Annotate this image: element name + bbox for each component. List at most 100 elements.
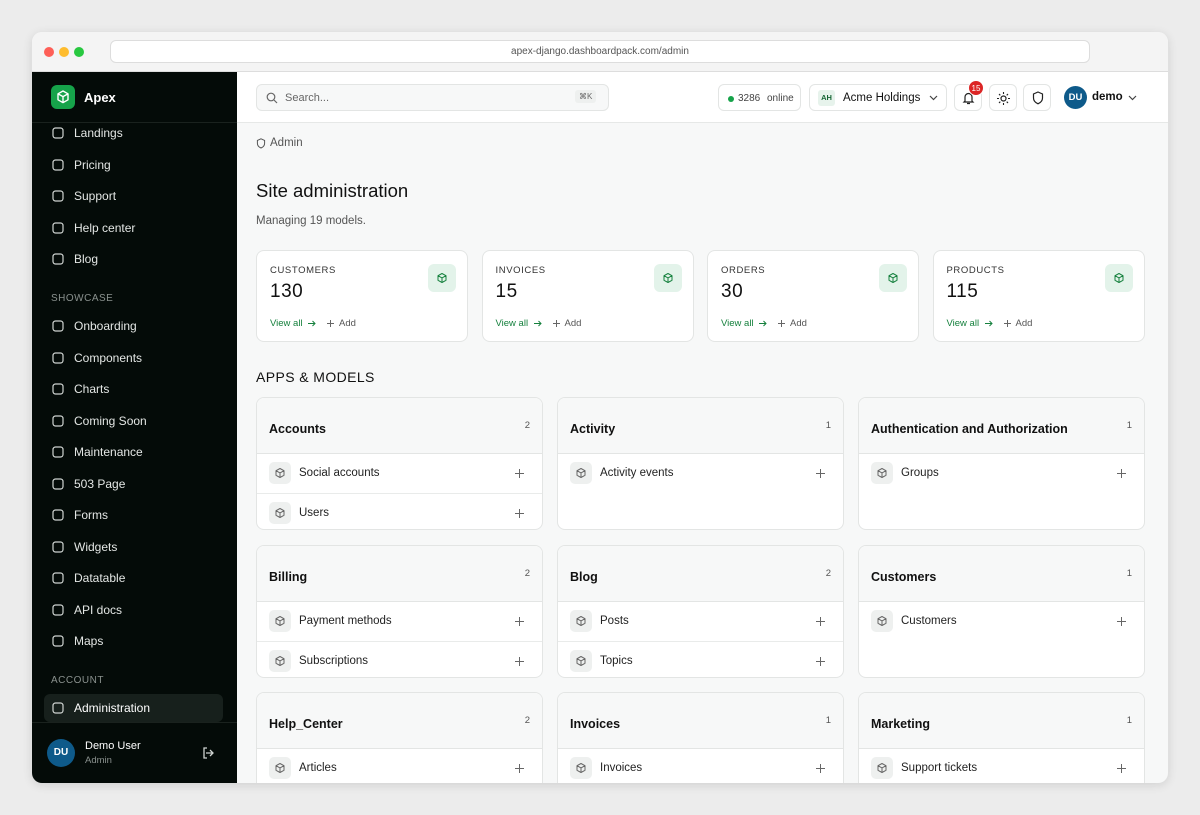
- model-row[interactable]: Invoices: [558, 749, 843, 783]
- search-box[interactable]: Search... ⌘K: [256, 84, 609, 111]
- model-row[interactable]: Payment methods: [257, 602, 542, 641]
- url-bar[interactable]: apex-django.dashboardpack.com/admin: [110, 40, 1090, 63]
- brand-logo[interactable]: [51, 85, 75, 109]
- view-all-link[interactable]: View all: [495, 318, 529, 329]
- model-icon: [269, 502, 291, 524]
- app-name[interactable]: Marketing: [871, 717, 931, 731]
- logout-button[interactable]: [201, 746, 215, 760]
- add-link[interactable]: Add: [564, 318, 582, 329]
- app-name[interactable]: Activity: [570, 422, 616, 436]
- app-name[interactable]: Accounts: [269, 422, 326, 436]
- online-pill[interactable]: 3286 online: [718, 84, 801, 111]
- model-name[interactable]: Topics: [600, 654, 633, 667]
- app-name[interactable]: Customers: [871, 569, 937, 584]
- app-count: 2: [524, 420, 530, 431]
- model-row[interactable]: Users: [257, 493, 542, 529]
- nav-icon: [52, 635, 64, 647]
- nav-item[interactable]: Administration: [44, 694, 223, 722]
- model-row[interactable]: Customers: [859, 602, 1144, 641]
- model-icon: [269, 609, 291, 632]
- view-all-link[interactable]: View all: [721, 318, 754, 329]
- add-link[interactable]: Add: [1015, 318, 1033, 329]
- cube-icon: [877, 763, 887, 773]
- model-icon: [570, 757, 592, 779]
- add-model-icon: [816, 469, 825, 478]
- minimize-dot[interactable]: [59, 47, 69, 57]
- nav-item[interactable]: Maintenance: [44, 438, 223, 466]
- cube-icon: [275, 615, 285, 626]
- user-name: Demo User: [85, 740, 141, 752]
- model-row[interactable]: Groups: [859, 454, 1144, 493]
- model-row[interactable]: Posts: [558, 602, 843, 641]
- model-row[interactable]: Support tickets: [859, 749, 1144, 783]
- nav-item[interactable]: Forms: [44, 501, 223, 529]
- model-row[interactable]: Activity events: [558, 454, 843, 493]
- add-link[interactable]: Add: [790, 318, 807, 329]
- nav-item[interactable]: Onboarding: [44, 312, 223, 340]
- app-card: Invoices 1 Invoices: [557, 692, 844, 783]
- nav-item[interactable]: Maps: [44, 627, 223, 655]
- model-row[interactable]: Topics: [558, 640, 843, 677]
- stat-icon: [428, 264, 456, 292]
- app-header: [558, 398, 843, 454]
- nav-item[interactable]: API docs: [44, 596, 223, 624]
- security-button[interactable]: [1023, 84, 1051, 111]
- org-switcher[interactable]: AH Acme Holdings: [809, 84, 947, 111]
- plus-icon: [327, 320, 334, 327]
- app-count: 2: [524, 715, 530, 726]
- stat-icon: [653, 264, 682, 292]
- close-dot[interactable]: [44, 47, 54, 57]
- stat-label: CUSTOMERS: [270, 265, 336, 276]
- user-avatar[interactable]: DU: [1064, 86, 1087, 109]
- app-name[interactable]: Billing: [269, 569, 308, 584]
- user-avatar[interactable]: DU: [47, 739, 75, 767]
- nav-item[interactable]: Pricing: [44, 151, 223, 179]
- model-name[interactable]: Invoices: [600, 762, 643, 774]
- model-row[interactable]: Articles: [257, 749, 542, 783]
- model-row[interactable]: Social accounts: [257, 454, 542, 493]
- nav-icon: [52, 351, 64, 364]
- model-icon: [269, 757, 291, 779]
- stat-card: INVOICES 15 View all Add: [481, 250, 694, 342]
- model-name[interactable]: Social accounts: [299, 467, 380, 479]
- nav-item[interactable]: Coming Soon: [44, 407, 223, 435]
- nav-item[interactable]: Help center: [44, 214, 223, 242]
- app-card: Blog 2 Posts Topics: [557, 544, 844, 678]
- app-header: [859, 398, 1144, 454]
- nav-icon: [52, 253, 64, 265]
- model-name[interactable]: Support tickets: [901, 762, 978, 774]
- chevron: [1128, 95, 1137, 101]
- model-name[interactable]: Subscriptions: [299, 654, 369, 667]
- app-name[interactable]: Blog: [570, 569, 598, 584]
- nav-item[interactable]: Landings: [44, 119, 223, 147]
- theme-button[interactable]: [989, 84, 1017, 111]
- add-link[interactable]: Add: [339, 318, 356, 329]
- breadcrumb[interactable]: Admin: [270, 137, 303, 149]
- model-name[interactable]: Groups: [901, 467, 939, 479]
- app-header: [257, 693, 542, 749]
- model-name[interactable]: Activity events: [600, 467, 674, 479]
- model-row[interactable]: Subscriptions: [257, 640, 542, 677]
- nav-item[interactable]: Support: [44, 182, 223, 210]
- nav-item[interactable]: Blog: [44, 245, 223, 273]
- user-menu[interactable]: demo: [1092, 91, 1123, 103]
- brand-name[interactable]: Apex: [84, 90, 116, 105]
- model-name[interactable]: Customers: [901, 614, 957, 627]
- model-name[interactable]: Payment methods: [299, 614, 392, 627]
- nav-item[interactable]: Charts: [44, 375, 223, 403]
- model-name[interactable]: Posts: [600, 614, 629, 627]
- cube-icon: [576, 655, 586, 666]
- model-name[interactable]: Articles: [299, 762, 337, 774]
- model-name[interactable]: Users: [299, 507, 330, 519]
- nav-item[interactable]: Widgets: [44, 533, 223, 561]
- nav-item[interactable]: Components: [44, 344, 223, 372]
- app-name[interactable]: Help_Center: [269, 717, 343, 731]
- nav-item[interactable]: Datatable: [44, 564, 223, 592]
- org-name: Acme Holdings: [843, 92, 921, 104]
- maximize-dot[interactable]: [74, 47, 84, 57]
- view-all-link[interactable]: View all: [270, 318, 303, 329]
- nav-item[interactable]: 503 Page: [44, 470, 223, 498]
- app-name[interactable]: Authentication and Authorization: [871, 422, 1068, 436]
- view-all-link[interactable]: View all: [946, 318, 980, 329]
- app-name[interactable]: Invoices: [570, 717, 621, 731]
